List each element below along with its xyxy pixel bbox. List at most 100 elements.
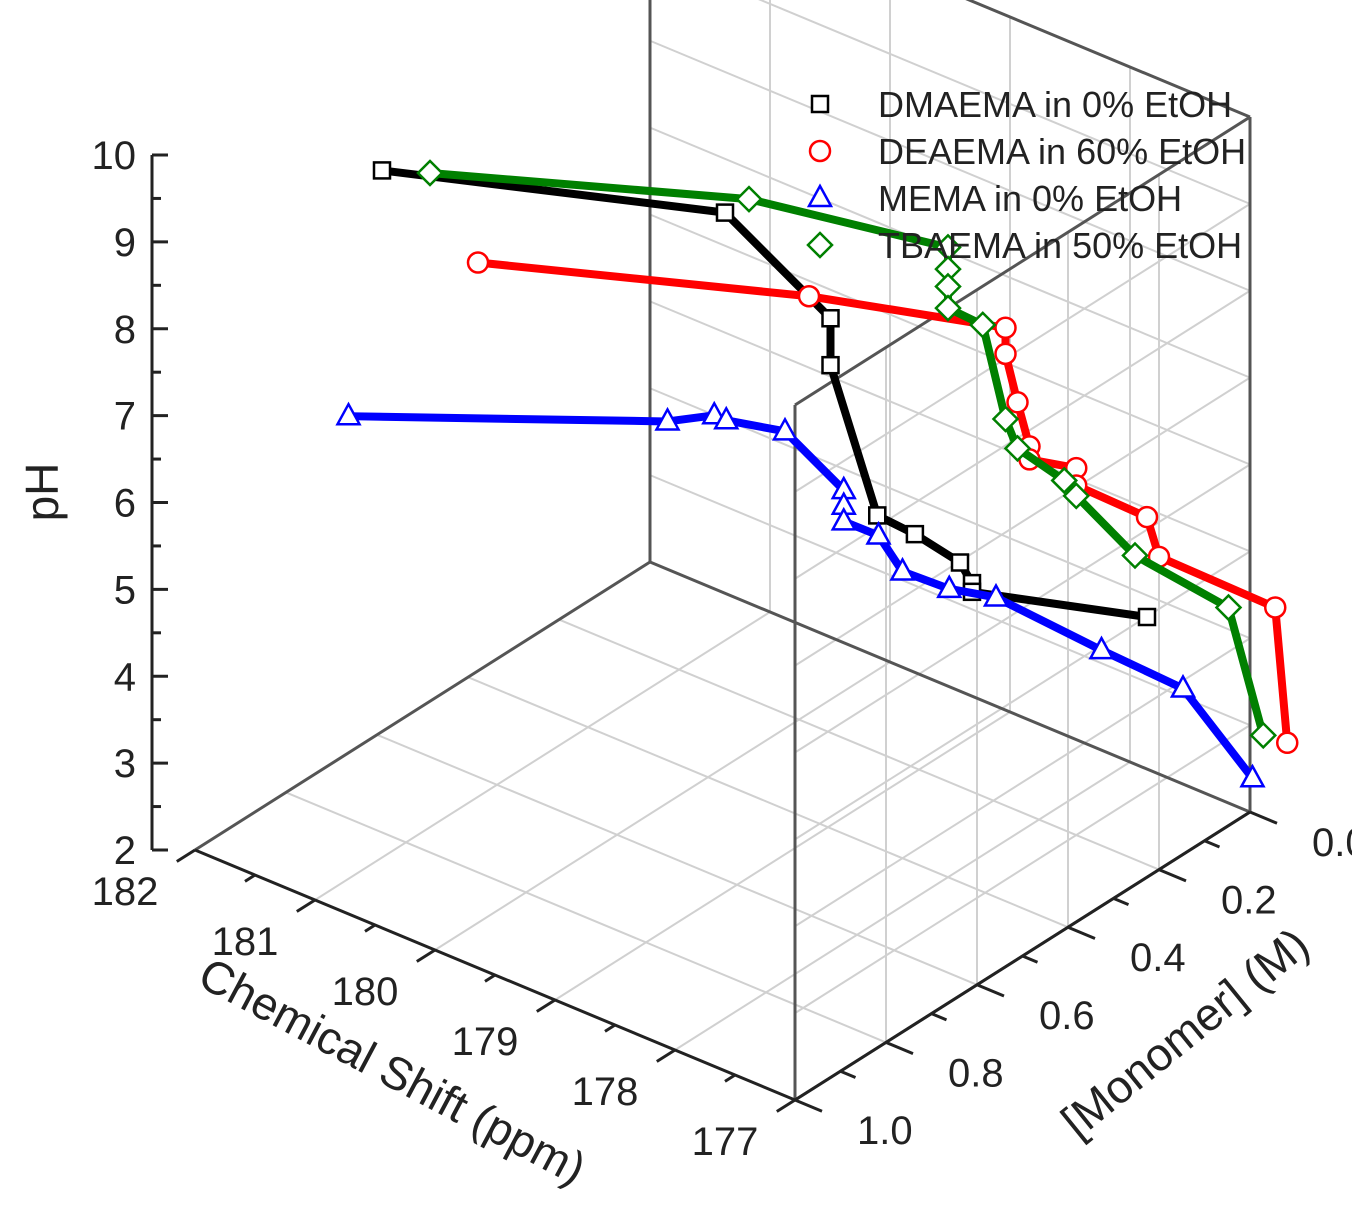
data-point-tbaema [1050,466,1079,495]
z-tick-label: 8 [114,308,136,352]
series-dmaema [372,161,1157,627]
y-tick-mark [1067,925,1096,940]
x-tick-label: 177 [692,1120,759,1164]
z-tick-label: 10 [92,134,137,178]
data-point-dmaema [715,203,735,222]
series-line-mema [344,411,1257,783]
x-tick-mark [775,1098,796,1113]
y-tick-label: 0.2 [1221,879,1277,923]
data-point-tbaema [1121,541,1149,570]
data-point-tbaema [934,294,962,322]
legend-entry-label: TBAEMA in 50% EtOH [878,225,1242,266]
y-minor-tick [1112,897,1130,907]
series-tbaema [416,159,1278,750]
y-tick-label: 0.8 [948,1051,1004,1095]
box-edge [194,560,651,852]
data-point-dmaema [950,553,970,572]
z-tick-label: 9 [114,221,136,265]
y-tick-label: 0.0 [1312,821,1352,865]
data-point-tbaema [1062,482,1091,510]
x-minor-tick [244,873,256,883]
floor-grid-line [467,676,1069,929]
side-wall-grid-line [794,724,1251,1014]
x-tick-mark [655,1048,676,1063]
z-tick-label: 6 [114,482,136,526]
data-point-mema [982,582,1010,607]
back-wall-grid-line [649,39,1251,292]
series-line-deaema [474,258,1292,747]
y-minor-tick [1021,954,1039,964]
data-point-tbaema [991,405,1020,433]
x-tick-label: 178 [572,1070,639,1114]
data-point-dmaema [821,309,840,328]
legend-entry-label: DMAEMA in 0% EtOH [878,84,1232,125]
data-point-tbaema [1003,434,1032,463]
floor-grid-line [314,611,771,901]
x-tick-mark [415,948,436,963]
x-tick-mark [175,848,196,863]
floor-grid-line [434,661,891,951]
data-point-deaema [994,342,1017,366]
back-wall-grid-line [649,474,1251,727]
y-tick-mark [1249,810,1278,825]
legend-entry-label: MEMA in 0% EtOH [878,178,1182,219]
floor-grid-line [376,733,978,986]
data-point-dmaema [821,355,840,375]
y-minor-tick [930,1012,948,1022]
data-point-mema [1088,635,1115,660]
data-point-dmaema [372,161,392,180]
data-point-tbaema [416,159,444,187]
floor-grid-line [554,711,1011,1001]
data-point-deaema [797,285,821,308]
data-point-deaema [994,316,1017,340]
x-tick-label: 180 [332,970,399,1014]
data-point-mema [936,574,963,599]
floor-grid-line [558,618,1160,871]
box-edge [794,115,1251,407]
data-series [335,159,1299,788]
data-point-deaema [1264,596,1287,619]
x-tick-mark [295,898,316,913]
legend-marker [810,94,830,114]
x-tick-label: 182 [92,870,159,914]
axis-ticks: 2 3 4 5 6 7 8 9 10 182 181 180 179 178 177 0.0 0.2 0.4 0.6… [92,134,1352,1164]
y-tick-mark [1158,868,1187,883]
x-minor-tick [604,1023,616,1033]
y-tick-mark [794,1098,823,1113]
z-tick-label: 3 [114,742,136,786]
z-axis-label: pH [16,463,68,522]
back-wall-grid-line [649,213,1251,466]
z-tick-label: 2 [114,829,136,873]
x-minor-tick [364,923,376,933]
data-point-deaema [1006,391,1029,414]
data-point-mema [1239,763,1266,788]
data-point-tbaema [1214,593,1243,622]
data-point-dmaema [868,506,887,525]
data-point-deaema [1276,731,1299,755]
y-tick-mark [976,983,1005,998]
data-point-dmaema [905,524,925,544]
x-minor-tick [724,1073,736,1083]
y-tick-label: 1.0 [857,1109,913,1153]
data-point-tbaema [735,185,763,213]
legend-marker [806,183,834,208]
data-point-mema [713,405,740,430]
x-tick-mark [535,998,556,1013]
data-point-deaema [1135,505,1159,529]
y-tick-label: 0.6 [1039,994,1095,1038]
side-wall-grid-line [794,376,1251,667]
data-point-dmaema [1137,607,1157,627]
back-wall-grid-line [649,387,1251,640]
side-wall-grid-line [794,550,1251,841]
data-point-mema [830,506,857,531]
z-tick-label: 7 [114,395,136,439]
data-point-mema [1169,673,1197,698]
floor-grid-line [674,761,1131,1051]
box-edge [965,0,1251,119]
side-wall-grid-line [794,203,1251,493]
legend-entry-label: DEAEMA in 60% EtOH [878,131,1246,172]
data-point-mema [889,556,916,581]
y-tick-mark [885,1041,914,1056]
data-point-mema [771,416,799,441]
